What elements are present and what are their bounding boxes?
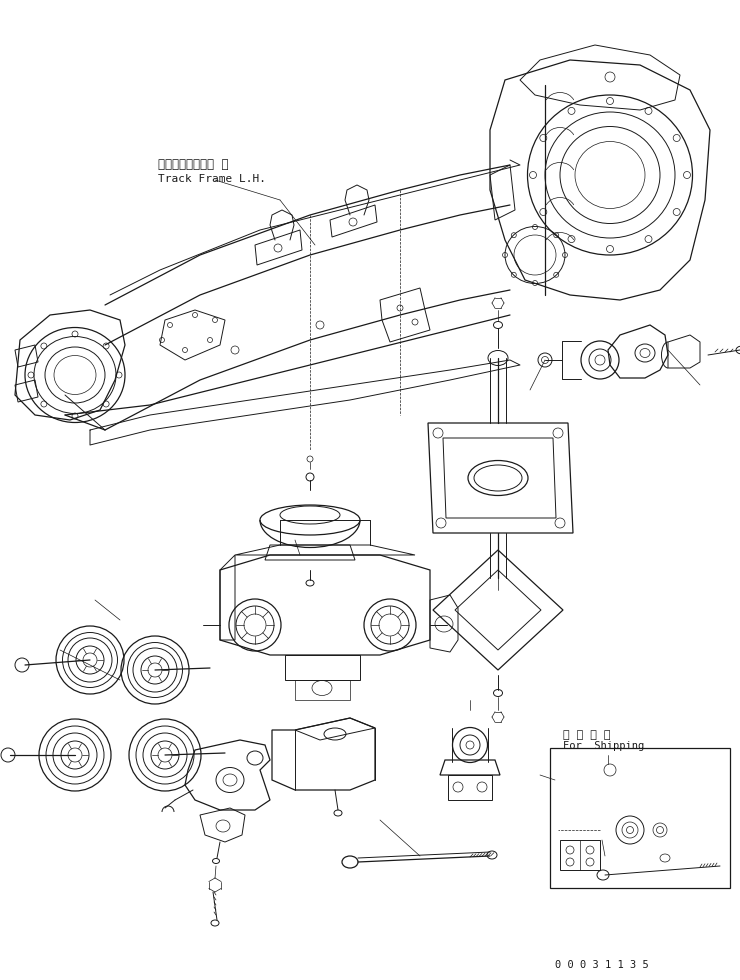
Text: Track Frame L.H.: Track Frame L.H. [158, 174, 266, 184]
Text: トラックフレーム  左: トラックフレーム 左 [158, 158, 229, 171]
Bar [550, 748, 730, 888]
Text: 運  搐  部  品: 運 搐 部 品 [563, 730, 610, 740]
Text: 0 0 0 3 1 1 3 5: 0 0 0 3 1 1 3 5 [555, 960, 649, 970]
Text: For  Shipping: For Shipping [563, 741, 645, 751]
